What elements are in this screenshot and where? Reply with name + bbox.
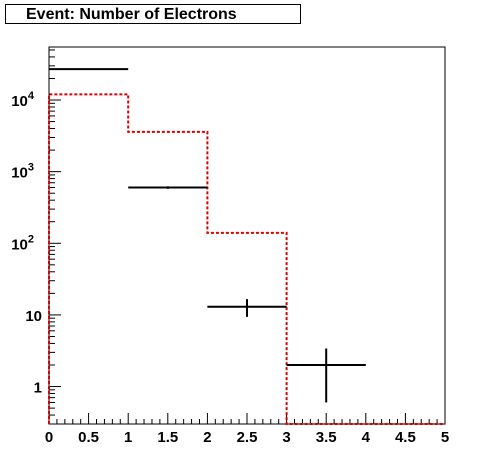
x-tick-label: 5 (441, 429, 449, 446)
mc-histogram-line (48, 93, 445, 425)
x-tick-label: 1.5 (157, 429, 178, 446)
x-tick-label: 0 (45, 429, 53, 446)
y-tick-label: 104 (11, 90, 35, 110)
x-tick-label: 2 (203, 429, 211, 446)
x-tick-label: 2.5 (237, 429, 258, 446)
y-tick-label: 103 (11, 162, 34, 182)
x-tick-label: 4.5 (395, 429, 416, 446)
y-tick-label: 102 (11, 233, 34, 253)
y-tick-label: 10 (25, 308, 42, 325)
x-tick-label: 0.5 (78, 429, 99, 446)
x-tick-label: 4 (362, 429, 371, 446)
data-point (207, 299, 287, 317)
plot-frame (48, 46, 446, 425)
y-tick-label: 1 (34, 380, 42, 397)
x-tick-label: 1 (124, 429, 132, 446)
chart-title: Event: Number of Electrons (5, 4, 301, 24)
data-point (286, 348, 366, 403)
x-tick-label: 3 (282, 429, 290, 446)
x-tick-label: 3.5 (316, 429, 337, 446)
data-point (128, 186, 208, 189)
